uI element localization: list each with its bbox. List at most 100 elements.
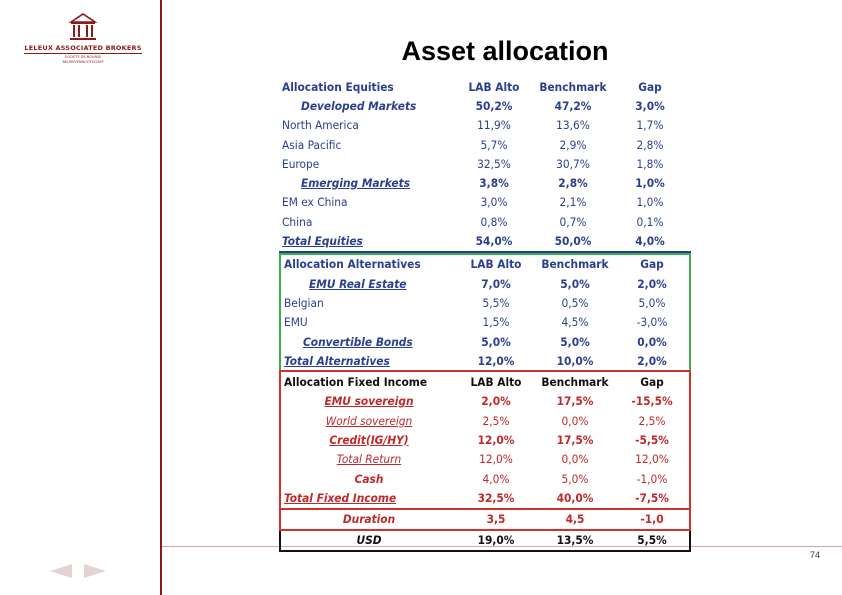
cell: 2,8% [636, 137, 664, 152]
cell: North America [282, 118, 359, 133]
cell: 3,0% [480, 195, 508, 210]
cell: -5,5% [635, 432, 669, 447]
cell: Gap [640, 375, 664, 390]
cell: 19,0% [477, 533, 515, 548]
table-row: EMU sovereign 2,0% 17,5% -15,5% [281, 392, 689, 411]
cell: -1,0 [640, 512, 664, 527]
logo-subtitle-fr: SOCIETE DE BOURSE [64, 55, 102, 59]
cell: -3,0% [636, 315, 668, 330]
cell: EMU [284, 315, 308, 330]
cell: 5,5% [637, 533, 667, 548]
table-row: Emerging Markets 3,8% 2,8% 1,0% [279, 173, 691, 192]
fixed-income-section: Allocation Fixed Income LAB Alto Benchma… [279, 370, 691, 510]
left-divider-line [160, 0, 162, 595]
table-row: EM ex China 3,0% 2,1% 1,0% [279, 193, 691, 212]
cell: 32,5% [477, 490, 515, 505]
cell: Belgian [284, 295, 324, 310]
allocation-table: Allocation Equities LAB Alto Benchmark G… [279, 77, 691, 553]
cell: 47,2% [554, 98, 592, 113]
table-row: Europe 32,5% 30,7% 1,8% [279, 154, 691, 173]
table-row: EMU 1,5% 4,5% -3,0% [281, 313, 689, 332]
table-row: Total Fixed Income 32,5% 40,0% -7,5% [281, 488, 689, 507]
usd-row: USD 19,0% 13,5% 5,5% [281, 531, 689, 550]
building-icon [68, 13, 98, 40]
cell: 50,2% [475, 98, 513, 113]
cell: 5,7% [480, 137, 508, 152]
cell: Europe [282, 156, 320, 171]
table-row: Total Equities 54,0% 50,0% 4,0% [279, 231, 691, 250]
cell: Benchmark [541, 375, 609, 390]
table-row: Total Return 12,0% 0,0% 12,0% [281, 450, 689, 469]
table-row: China 0,8% 0,7% 0,1% [279, 212, 691, 231]
cell: EMU sovereign [324, 394, 414, 409]
cell: 11,9% [477, 118, 511, 133]
cell: Credit(IG/HY) [329, 432, 409, 447]
alternatives-section: Allocation Alternatives LAB Alto Benchma… [279, 252, 691, 371]
cell: 7,0% [481, 276, 511, 291]
cell: Allocation Alternatives [284, 257, 421, 272]
cell: 5,0% [481, 334, 511, 349]
cell: 5,0% [560, 334, 590, 349]
page-title: Asset allocation [401, 36, 609, 66]
cell: Allocation Fixed Income [284, 375, 428, 390]
cell: USD [356, 533, 382, 548]
cell: 0,1% [636, 214, 664, 229]
cell: 3,5 [486, 512, 506, 527]
cell: 17,5% [556, 394, 594, 409]
cell: Benchmark [539, 79, 607, 94]
cell: 10,0% [556, 353, 594, 368]
alternatives-header-row: Allocation Alternatives LAB Alto Benchma… [281, 255, 689, 274]
cell: 2,9% [559, 137, 587, 152]
cell: Total Return [336, 452, 402, 467]
cell: 5,0% [560, 276, 590, 291]
cell: 1,0% [636, 195, 664, 210]
cell: 3,8% [479, 176, 509, 191]
table-row: Total Alternatives 12,0% 10,0% 2,0% [281, 351, 689, 370]
cell: 2,0% [481, 394, 511, 409]
cell: Total Equities [282, 234, 363, 249]
cell: 32,5% [477, 156, 511, 171]
cell: 1,8% [636, 156, 664, 171]
table-row: Convertible Bonds 5,0% 5,0% 0,0% [281, 332, 689, 351]
cell: 0,7% [559, 214, 587, 229]
footer-divider-line [162, 546, 842, 547]
cell: LAB Alto [470, 375, 522, 390]
cell: Convertible Bonds [303, 334, 413, 349]
cell: -1,0% [636, 471, 668, 486]
cell: 1,0% [635, 176, 665, 191]
company-logo: LELEUX ASSOCIATED BROKERS SOCIETE DE BOU… [18, 12, 148, 72]
cell: 50,0% [554, 234, 592, 249]
cell: 0,0% [561, 452, 589, 467]
table-row: North America 11,9% 13,6% 1,7% [279, 116, 691, 135]
cell: 54,0% [475, 234, 513, 249]
cell: 4,5% [561, 315, 589, 330]
cell: Gap [640, 257, 664, 272]
table-row: Credit(IG/HY) 12,0% 17,5% -5,5% [281, 430, 689, 449]
cell: EM ex China [282, 195, 348, 210]
cell: 4,0% [482, 471, 510, 486]
cell: LAB Alto [470, 257, 522, 272]
page-number: 74 [810, 550, 821, 560]
fixed-income-header-row: Allocation Fixed Income LAB Alto Benchma… [281, 372, 689, 391]
cell: EMU Real Estate [309, 276, 407, 291]
cell: 13,6% [556, 118, 590, 133]
cell: 3,0% [635, 98, 665, 113]
cell: 12,0% [479, 452, 513, 467]
cell: 2,0% [637, 353, 667, 368]
cell: 2,0% [637, 276, 667, 291]
cell: -15,5% [631, 394, 673, 409]
cell: 4,5 [565, 512, 585, 527]
cell: Cash [354, 471, 384, 486]
cell: Benchmark [541, 257, 609, 272]
next-slide-icon[interactable] [84, 564, 106, 578]
cell: 1,5% [482, 315, 510, 330]
table-row: Asia Pacific 5,7% 2,9% 2,8% [279, 135, 691, 154]
previous-slide-icon[interactable] [50, 564, 72, 578]
cell: 12,0% [477, 353, 515, 368]
cell: 0,5% [561, 295, 589, 310]
cell: Allocation Equities [282, 79, 394, 94]
cell: 17,5% [556, 432, 594, 447]
duration-section: Duration 3,5 4,5 -1,0 [279, 509, 691, 531]
cell: 4,0% [635, 234, 665, 249]
cell: 0,8% [480, 214, 508, 229]
